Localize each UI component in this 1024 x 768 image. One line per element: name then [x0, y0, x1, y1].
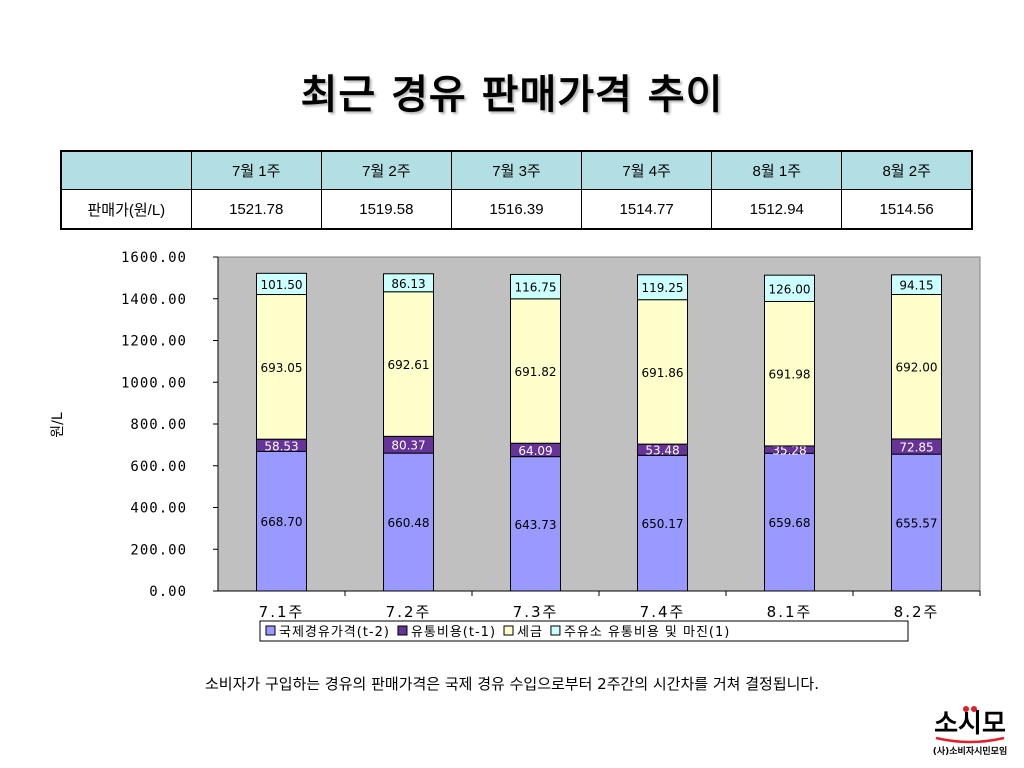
data-label: 691.98 [769, 368, 811, 382]
logo-text: (사)소비자시민모임 [932, 747, 1008, 757]
logo-dot [971, 706, 977, 712]
data-label: 693.05 [261, 361, 303, 375]
y-tick-label: 200.00 [130, 542, 187, 558]
data-label: 668.70 [261, 515, 303, 529]
data-label: 660.48 [388, 516, 430, 530]
table-cell: 1514.56 [841, 189, 974, 230]
table-corner-cell [59, 150, 192, 190]
table-header-cell: 7월 2주 [320, 150, 452, 190]
x-tick-label: 8.1주 [767, 603, 813, 621]
table-header-cell: 7월 3주 [450, 150, 583, 190]
x-tick-label: 7.1주 [259, 603, 305, 621]
data-label: 650.17 [642, 517, 684, 531]
data-label: 53.48 [645, 444, 679, 458]
data-label: 80.37 [391, 439, 425, 453]
table-cell: 1512.94 [711, 189, 843, 230]
bar-segment [256, 294, 307, 440]
data-label: 659.68 [769, 516, 811, 530]
bar-segment [383, 273, 434, 293]
table-header-cell: 7월 4주 [581, 150, 713, 190]
legend-item-label: 주유소 유통비용 및 마진(1) [564, 625, 730, 640]
x-tick-label: 7.3주 [513, 603, 559, 621]
table-header-cell: 8월 2주 [841, 150, 974, 190]
legend-item-label: 국제경유가격(t-2) [279, 625, 390, 640]
bar-segment [510, 456, 561, 592]
data-label: 94.15 [899, 279, 933, 293]
organization-logo: 소시모 (사)소비자시민모임 [922, 700, 1018, 762]
data-label: 691.82 [515, 365, 557, 379]
price-table: 7월 1주 7월 2주 7월 3주 7월 4주 8월 1주 8월 2주 판매가(… [59, 150, 974, 230]
logo-mark-text: 소시모 [934, 709, 1006, 739]
data-label: 116.75 [515, 281, 557, 295]
x-tick-label: 7.2주 [386, 603, 432, 621]
stacked-bar-chart: 0.00 200.00 400.00 600.00 800.00 1000.00 1200.… [50, 250, 981, 642]
y-tick-label: 400.00 [130, 501, 187, 517]
y-tick-label: 1600.00 [121, 250, 187, 266]
data-label: 64.09 [518, 444, 552, 458]
legend-swatch [503, 625, 514, 636]
data-label: 655.57 [896, 517, 938, 531]
slide-caption: 소비자가 구입하는 경유의 판매가격은 국제 경유 수입으로부터 2주간의 시간… [205, 675, 819, 693]
data-label: 101.50 [261, 278, 303, 292]
legend-swatch [265, 625, 276, 636]
data-label: 691.86 [642, 366, 684, 380]
data-label: 692.61 [388, 358, 430, 372]
logo-dot [963, 706, 969, 712]
table-header-row: 7월 1주 7월 2주 7월 3주 7월 4주 8월 1주 8월 2주 [59, 150, 974, 190]
bar-segment [891, 293, 942, 440]
data-label: 692.00 [896, 361, 938, 375]
bar-segment [764, 300, 815, 447]
y-tick-label: 800.00 [130, 417, 187, 433]
x-tick-label: 7.4주 [640, 603, 686, 621]
table-row-label: 판매가(원/L) [59, 189, 192, 230]
legend-swatch [550, 625, 561, 636]
y-tick-label: 1200.00 [121, 334, 187, 350]
slide-title: 최근 경유 판매가격 추이 [300, 71, 724, 118]
y-tick-label: 1400.00 [121, 292, 187, 308]
legend-item-label: 유통비용(t-1) [411, 625, 496, 640]
table-header-cell: 7월 1주 [190, 150, 322, 190]
table-cell: 1519.58 [320, 189, 452, 230]
legend-box [259, 620, 909, 642]
legend-swatch [397, 625, 408, 636]
bar-segment [637, 274, 688, 301]
legend-item-label: 세금 [517, 625, 543, 640]
bar-segment [764, 452, 815, 592]
bar-segment [891, 453, 942, 592]
bar-segment [256, 450, 307, 592]
bar-segment [764, 274, 815, 302]
bar-segment [510, 273, 561, 300]
bar-segment [637, 299, 688, 445]
bar-segment [891, 274, 942, 295]
table-cell: 1521.78 [190, 189, 322, 230]
y-tick-label: 0.00 [149, 584, 187, 600]
data-label: 126.00 [769, 282, 811, 296]
table-cell: 1514.77 [581, 189, 713, 230]
table-cell: 1516.39 [450, 189, 583, 230]
data-label: 86.13 [391, 277, 425, 291]
data-label: 35.28 [772, 444, 806, 458]
logo-mark-icon: 소시모 [934, 706, 1006, 744]
bar-segment [510, 298, 561, 444]
data-label: 72.85 [899, 441, 933, 455]
logo-swoosh [935, 736, 1005, 744]
data-label: 58.53 [264, 439, 298, 453]
table-row: 판매가(원/L) 1521.78 1519.58 1516.39 1514.77… [59, 189, 974, 230]
y-tick-label: 1000.00 [121, 375, 187, 391]
plot-area [217, 256, 981, 592]
y-axis-title: 원/L [50, 412, 66, 438]
bar-segment [256, 272, 307, 296]
data-label: 119.25 [642, 281, 684, 295]
x-tick-label: 8.2주 [894, 603, 940, 621]
bar-segment [637, 454, 688, 592]
y-tick-label: 600.00 [130, 459, 187, 475]
table-header-cell: 8월 1주 [711, 150, 843, 190]
data-label: 643.73 [515, 518, 557, 532]
